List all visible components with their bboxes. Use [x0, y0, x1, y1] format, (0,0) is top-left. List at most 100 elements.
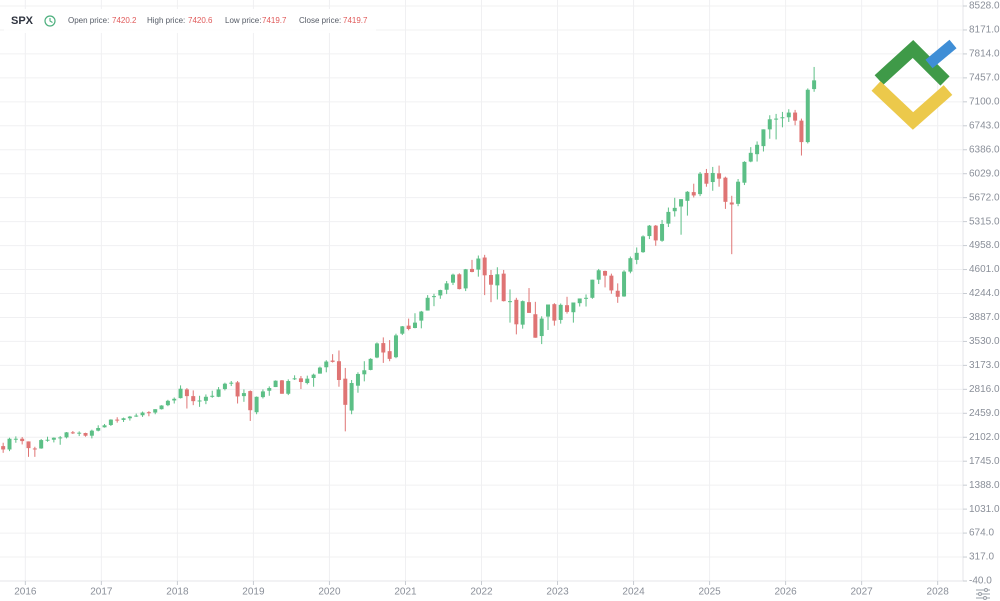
candle-body [419, 311, 424, 321]
candle-body [349, 383, 354, 411]
candle-body [355, 373, 360, 386]
candle-body [121, 418, 126, 420]
y-tick-label: 2816.0 [969, 384, 1000, 395]
info-label: Low price: [225, 16, 261, 25]
x-tick-label: 2027 [851, 587, 874, 598]
candle-body [793, 112, 798, 121]
candle-body [565, 305, 570, 312]
logo [871, 39, 957, 130]
y-tick-label: 317.0 [969, 552, 994, 563]
candle-body [229, 382, 234, 384]
candle-body [222, 383, 227, 390]
candle-body [58, 437, 63, 439]
y-tick-label: 7100.0 [969, 96, 1000, 107]
candle-body [558, 304, 563, 320]
y-tick-label: 1745.0 [969, 456, 1000, 467]
candle-body [710, 172, 715, 183]
candle-body [191, 396, 196, 402]
candle-body [805, 89, 810, 143]
candle-body [596, 270, 601, 280]
x-tick-label: 2020 [318, 587, 341, 598]
x-tick-label: 2016 [14, 587, 37, 598]
candle-body [812, 80, 817, 90]
candle-body [70, 432, 75, 434]
candle-body [425, 297, 430, 311]
candle-body [647, 225, 652, 237]
candle-body [32, 448, 37, 450]
candle-body [482, 257, 487, 276]
y-tick-label: 6029.0 [969, 168, 1000, 179]
candle-body [628, 258, 633, 272]
candle-body [546, 304, 551, 317]
candle-body [178, 388, 183, 399]
candle-body [279, 380, 284, 394]
y-tick-label: 3887.0 [969, 312, 1000, 323]
candle-body [520, 301, 525, 325]
candle-body [83, 433, 88, 436]
candle-body [660, 223, 665, 241]
candle-body [514, 299, 519, 325]
candle-body [203, 396, 208, 401]
candle-body [153, 409, 158, 413]
candle-body [742, 161, 747, 183]
candle-body [305, 378, 310, 384]
x-tick-label: 2021 [394, 587, 417, 598]
candle-body [755, 144, 760, 155]
candle-body [127, 416, 132, 419]
symbol: SPX [11, 15, 34, 27]
candle-body [489, 274, 494, 285]
candle-body [241, 393, 246, 397]
candle-body [666, 211, 671, 224]
y-tick-label: 2459.0 [969, 408, 1000, 419]
candle-body [685, 191, 690, 201]
candle-body [406, 325, 411, 330]
candle-body [45, 439, 50, 441]
candle-body [501, 273, 506, 302]
candle-body [641, 236, 646, 253]
clock-icon[interactable] [44, 15, 56, 27]
candle-body [20, 438, 25, 442]
x-tick-label: 2028 [927, 587, 950, 598]
y-tick-label: 8171.0 [969, 25, 1000, 36]
x-tick-label: 2022 [470, 587, 493, 598]
candle-body [89, 430, 94, 436]
candle-body [704, 172, 709, 184]
candle-body [786, 112, 791, 118]
info: Open price: 7420.2 High price: 7420.6 Low pr… [68, 16, 368, 25]
candle-body [476, 258, 481, 270]
candle-body [508, 301, 513, 303]
candle-body [13, 438, 18, 440]
candle-body [495, 274, 500, 286]
info-label: High price: [147, 16, 185, 25]
candle-body [780, 117, 785, 119]
candle-body [527, 302, 532, 313]
candle-body [108, 419, 113, 425]
candle-body [767, 119, 772, 130]
x-tick-label: 2026 [774, 587, 797, 598]
y-tick-label: 674.0 [969, 528, 994, 539]
candle-body [584, 297, 589, 299]
y-tick-label: 4601.0 [969, 264, 1000, 275]
candle-body [571, 302, 576, 313]
settings-icon[interactable] [976, 588, 990, 600]
candle-body [774, 118, 779, 120]
candle-body [165, 400, 170, 406]
candle-body [140, 412, 145, 416]
info-panel [4, 9, 376, 33]
candle-body [400, 326, 405, 334]
y-tick-label: 7814.0 [969, 49, 1000, 60]
candle-body [184, 389, 189, 397]
candle-body [736, 181, 741, 204]
y-tick-label: 7457.0 [969, 73, 1000, 84]
y-tick-label: 8528.0 [969, 1, 1000, 12]
candle-body [393, 335, 398, 358]
candle-body [1, 446, 6, 450]
y-tick-label: 6386.0 [969, 144, 1000, 155]
candle-body [146, 412, 151, 414]
candle-body [77, 432, 82, 434]
info-label: Close price: [299, 16, 341, 25]
candle-body [431, 296, 436, 298]
axes: 8528.0 8171.0 7814.0 7457.0 7100.0 6743.0 6386… [14, 1, 1000, 598]
candle-body [457, 274, 462, 290]
